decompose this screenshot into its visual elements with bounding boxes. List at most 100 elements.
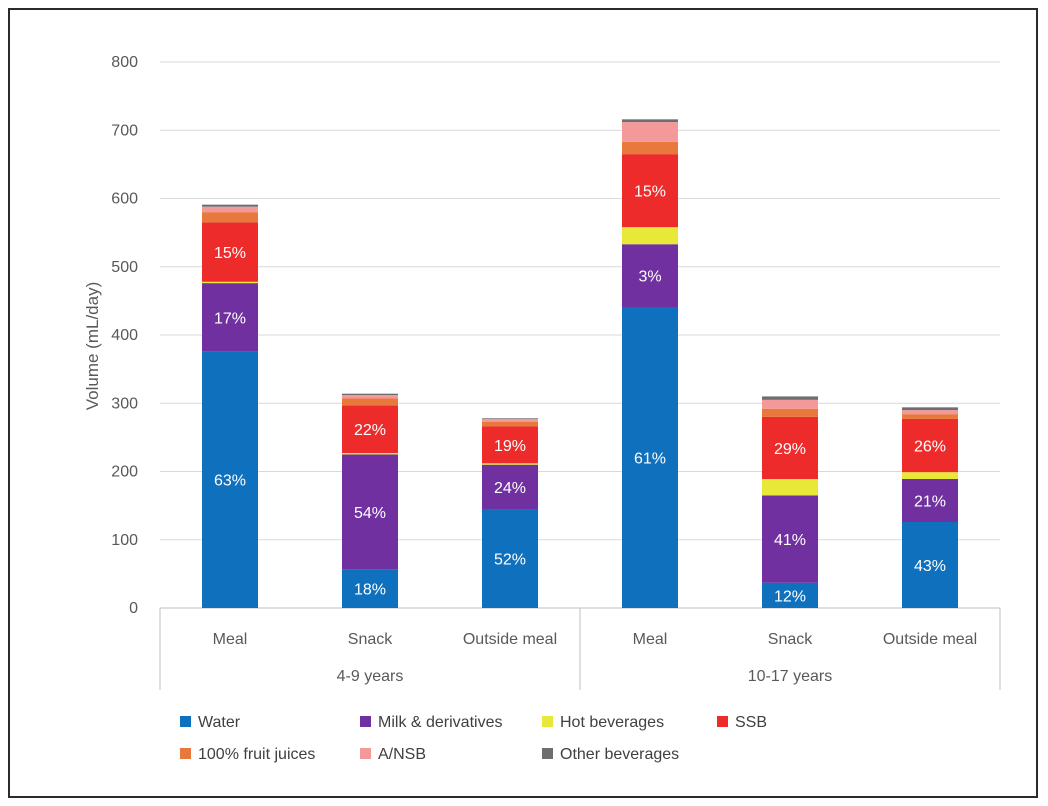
- bar-segment: [342, 453, 398, 455]
- y-tick-label: 800: [111, 54, 138, 71]
- y-tick-label: 100: [111, 532, 138, 549]
- data-label: 12%: [774, 588, 806, 605]
- chart-frame: 0 100 200 300 400 500 600 700 800 Volume (mL/day…: [8, 8, 1038, 798]
- data-label: 41%: [774, 532, 806, 549]
- legend-swatch: [360, 748, 371, 759]
- bar-segment: [202, 351, 258, 608]
- bar-segment: [342, 393, 398, 396]
- bar-segment: [202, 212, 258, 223]
- data-labels: 63% 18% 52% 61% 12% 43% 17% 54% 24% 3% 41% 21% 15% 22…: [214, 184, 946, 606]
- data-label: 52%: [494, 552, 526, 569]
- data-label: 24%: [494, 480, 526, 497]
- data-label: 3%: [638, 269, 661, 286]
- legend-label: Milk & derivatives: [378, 714, 502, 731]
- bar-segment: [342, 569, 398, 608]
- legend-swatch: [360, 716, 371, 727]
- bar-segment: [342, 398, 398, 406]
- y-axis-title: Volume (mL/day): [83, 282, 102, 411]
- data-label: 43%: [914, 558, 946, 575]
- bar-segment: [482, 418, 538, 422]
- legend-label: 100% fruit juices: [198, 746, 315, 763]
- bar-segment: [482, 463, 538, 465]
- y-axis-ticks: 0 100 200 300 400 500 600 700 800: [111, 54, 138, 617]
- y-tick-label: 300: [111, 395, 138, 412]
- bar-segment: [902, 522, 958, 608]
- x-group-label: 10-17 years: [748, 668, 833, 685]
- data-label: 21%: [914, 494, 946, 511]
- bar-segment: [762, 479, 818, 496]
- bar-segment: [342, 405, 398, 454]
- legend-label: SSB: [735, 714, 767, 731]
- bar-segment: [902, 414, 958, 419]
- legend-swatch: [180, 748, 191, 759]
- bar-segment: [762, 396, 818, 400]
- data-label: 15%: [634, 184, 666, 201]
- bars: [202, 119, 958, 608]
- x-category-label: Outside meal: [883, 631, 977, 648]
- legend-label: Water: [198, 714, 241, 731]
- x-axis: Meal Snack Outside meal Meal Snack Outside me…: [159, 608, 1001, 690]
- bar-segment: [202, 222, 258, 282]
- y-tick-label: 200: [111, 464, 138, 481]
- x-category-label: Meal: [213, 631, 248, 648]
- bar-segment: [342, 395, 398, 399]
- y-tick-label: 500: [111, 259, 138, 276]
- bar-segment: [762, 495, 818, 583]
- data-label: 29%: [774, 441, 806, 458]
- y-tick-label: 700: [111, 122, 138, 139]
- legend-label: Hot beverages: [560, 714, 664, 731]
- bar-segment: [762, 408, 818, 417]
- data-label: 22%: [354, 422, 386, 439]
- bar-segment: [762, 399, 818, 409]
- bar-segment: [622, 141, 678, 155]
- legend-swatch: [180, 716, 191, 727]
- data-label: 15%: [214, 245, 246, 262]
- y-tick-label: 600: [111, 191, 138, 208]
- data-label: 18%: [354, 582, 386, 599]
- bar-segment: [902, 479, 958, 523]
- bar-segment: [902, 410, 958, 415]
- x-category-label: Snack: [768, 631, 813, 648]
- x-category-label: Snack: [348, 631, 393, 648]
- y-tick-label: 0: [129, 600, 138, 617]
- bar-segment: [202, 283, 258, 352]
- data-label: 61%: [634, 451, 666, 468]
- legend-label: A/NSB: [378, 746, 426, 763]
- data-label: 54%: [354, 505, 386, 522]
- y-tick-label: 400: [111, 327, 138, 344]
- bar-segment: [902, 472, 958, 480]
- x-group-label: 4-9 years: [337, 668, 404, 685]
- bar-segment: [342, 454, 398, 570]
- stacked-bar-chart: 0 100 200 300 400 500 600 700 800 Volume (mL/day…: [83, 54, 1001, 763]
- legend-swatch: [542, 748, 553, 759]
- bar-segment: [482, 426, 538, 464]
- data-label: 63%: [214, 473, 246, 490]
- bar-segment: [902, 418, 958, 473]
- bar-segment: [762, 582, 818, 608]
- legend: Water Milk & derivatives Hot beverages SSB 1…: [180, 714, 767, 763]
- data-label: 17%: [214, 310, 246, 327]
- x-category-label: Meal: [633, 631, 668, 648]
- bar-segment: [482, 418, 538, 419]
- bar-segment: [902, 407, 958, 411]
- bar-segment: [622, 307, 678, 608]
- legend-label: Other beverages: [560, 746, 679, 763]
- bar-segment: [482, 509, 538, 608]
- bar-segment: [482, 464, 538, 510]
- bar-segment: [622, 119, 678, 123]
- x-category-label: Outside meal: [463, 631, 557, 648]
- bar-segment: [202, 281, 258, 284]
- bar-segment: [622, 227, 678, 245]
- bar-segment: [202, 206, 258, 213]
- data-label: 19%: [494, 438, 526, 455]
- data-label: 26%: [914, 439, 946, 456]
- legend-swatch: [717, 716, 728, 727]
- bar-segment: [622, 122, 678, 142]
- bar-segment: [622, 154, 678, 228]
- bar-segment: [622, 244, 678, 308]
- gridlines: [160, 61, 1000, 609]
- bar-segment: [482, 421, 538, 427]
- bar-segment: [762, 416, 818, 480]
- legend-swatch: [542, 716, 553, 727]
- bar-segment: [202, 204, 258, 207]
